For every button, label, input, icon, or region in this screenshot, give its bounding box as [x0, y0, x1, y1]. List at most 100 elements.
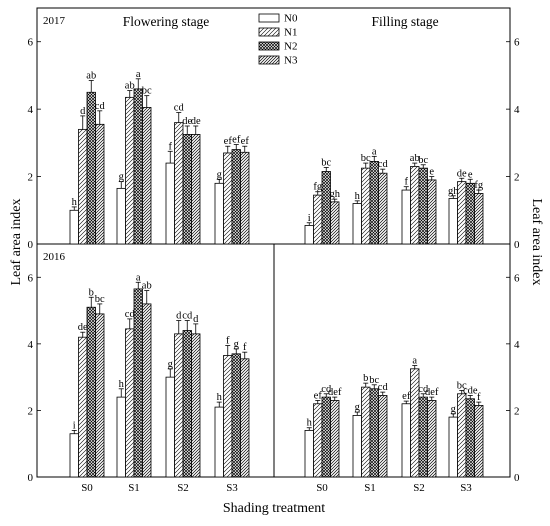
significance-label: g [217, 169, 223, 180]
y-tick-label: 4 [28, 104, 34, 116]
significance-label: g [451, 404, 457, 415]
y-tick-label: 4 [514, 339, 520, 351]
significance-label: ef [402, 391, 411, 402]
bar-n2-s2 [418, 167, 428, 245]
bar-n2-s2 [182, 330, 192, 478]
significance-label: h [119, 379, 125, 390]
bar-n2-s1 [369, 388, 379, 478]
significance-label: g [168, 359, 174, 370]
significance-label: fg [474, 180, 483, 191]
significance-label: gh [330, 189, 341, 200]
legend-swatch-n3 [258, 55, 280, 65]
bar-n0-s3 [448, 416, 458, 478]
significance-label: a [136, 69, 141, 80]
significance-label: cd [378, 382, 389, 393]
significance-label: g [234, 339, 240, 350]
legend-label-n2: N2 [284, 41, 297, 53]
y-tick-label: 2 [514, 172, 520, 184]
significance-label: ab [86, 70, 96, 81]
y-tick-label: 6 [514, 272, 520, 284]
significance-label: def [328, 387, 342, 398]
significance-label: b [363, 373, 368, 384]
bar-n0-s1 [116, 187, 126, 245]
significance-label: cde [463, 385, 478, 396]
bar-n1-s1 [125, 328, 135, 478]
bar-n2-s1 [133, 88, 143, 245]
bar-n1-s3 [223, 355, 233, 478]
bar-n3-s3 [240, 358, 250, 478]
bar-n0-s2 [401, 189, 411, 245]
significance-label: ef [241, 136, 250, 147]
significance-label: h [355, 191, 361, 202]
bar-n2-s0 [86, 306, 96, 478]
y-tick-label: 2 [514, 405, 520, 417]
significance-label: bc [142, 86, 152, 97]
significance-label: ab [142, 281, 152, 292]
significance-label: d [193, 314, 199, 325]
bar-n3-s1 [142, 303, 152, 478]
significance-label: cd [182, 311, 193, 322]
significance-label: de [78, 322, 88, 333]
y-tick-label: 4 [514, 104, 520, 116]
significance-label: ab [125, 81, 135, 92]
bar-n1-s1 [361, 167, 371, 245]
x-tick-label: S0 [316, 482, 328, 494]
y-tick-label: 6 [28, 37, 34, 49]
bar-n3-s0 [95, 313, 105, 478]
significance-label: fg [313, 182, 322, 193]
significance-label: de [182, 116, 192, 127]
significance-label: ef [314, 390, 323, 401]
legend-label-n3: N3 [284, 55, 298, 67]
legend: N0 N1 N2 N3 [258, 13, 298, 67]
bar-n1-s0 [313, 403, 323, 478]
bar-n0-s2 [165, 162, 175, 245]
bar-n0-s1 [352, 415, 362, 478]
significance-label: d [176, 311, 182, 322]
bar-n0-s0 [69, 209, 79, 245]
y-axis-label-right: Leaf area index [529, 198, 544, 285]
significance-label: g [119, 172, 125, 183]
y-tick-label: 0 [28, 472, 34, 484]
legend-swatch-n1 [258, 27, 280, 37]
significance-label: def [425, 387, 439, 398]
bar-n1-s2 [174, 122, 184, 245]
bar-n2-s3 [465, 398, 475, 478]
y-axis-label-left: Leaf area index [9, 198, 24, 285]
significance-label: e [468, 169, 473, 180]
significance-label: h [217, 392, 223, 403]
significance-label: h [72, 197, 78, 208]
bar-n2-s2 [418, 396, 428, 478]
significance-label: de [457, 168, 467, 179]
bar-n2-s2 [182, 134, 192, 245]
significance-label: gh [448, 186, 459, 197]
significance-label: f [405, 177, 409, 188]
bar-n1-s0 [78, 336, 88, 478]
bar-n1-s1 [125, 96, 135, 245]
bar-n2-s1 [133, 288, 143, 478]
significance-label: f [243, 342, 247, 353]
significance-label: a [372, 146, 377, 157]
bar-n0-s1 [352, 203, 362, 245]
bar-n3-s0 [330, 201, 340, 245]
bar-n0-s3 [448, 198, 458, 245]
bar-n2-s3 [231, 353, 241, 478]
x-tick-label: S0 [81, 482, 93, 494]
bar-n1-s0 [78, 128, 88, 245]
bar-n1-s3 [457, 181, 467, 245]
bar-n1-s3 [457, 393, 467, 478]
bar-n1-s2 [174, 333, 184, 478]
bar-n3-s3 [474, 405, 484, 478]
significance-label: cd [321, 384, 332, 395]
y-tick-label: 6 [514, 37, 520, 49]
bar-n2-s0 [86, 91, 96, 245]
significance-label: bc [361, 153, 371, 164]
x-tick-label: S2 [413, 482, 425, 494]
significance-label: bc [321, 157, 331, 168]
significance-label: ef [232, 135, 241, 146]
significance-label: e [429, 167, 434, 178]
significance-label: i [73, 420, 76, 431]
